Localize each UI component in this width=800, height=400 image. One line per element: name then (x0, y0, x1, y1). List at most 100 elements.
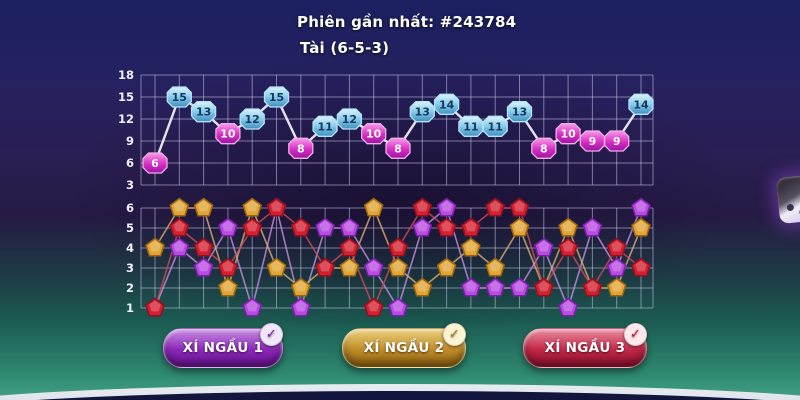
die-value-marker (582, 277, 603, 297)
svg-text:6: 6 (126, 156, 134, 170)
tai-marker: 11 (482, 115, 508, 137)
die-value-marker (339, 257, 360, 277)
tai-marker: 15 (263, 86, 290, 108)
svg-text:5: 5 (126, 221, 134, 235)
tai-marker: 14 (433, 93, 460, 115)
die-value-marker (412, 277, 433, 297)
die-value-marker (582, 217, 603, 237)
die-value-marker (193, 197, 214, 217)
svg-text:11: 11 (317, 120, 332, 133)
svg-text:8: 8 (297, 142, 305, 155)
svg-text:11: 11 (488, 120, 503, 133)
die-value-marker (412, 217, 433, 237)
svg-text:13: 13 (196, 106, 211, 119)
die-value-marker (461, 237, 481, 257)
tai-marker: 15 (166, 86, 192, 108)
tai-marker: 13 (190, 101, 217, 123)
below-table-area (0, 391, 800, 400)
die-value-marker (363, 257, 384, 277)
die-pip (786, 203, 795, 212)
die-value-marker (315, 257, 335, 277)
die-value-marker (606, 277, 627, 297)
svg-text:3: 3 (126, 178, 134, 192)
svg-text:12: 12 (342, 113, 357, 126)
tai-marker: 14 (628, 93, 654, 115)
xi-ngau-1-button[interactable]: XÍ NGẦU 1 ✓ (163, 323, 283, 368)
svg-text:9: 9 (613, 135, 621, 148)
die-value-marker (266, 257, 287, 277)
die-value-marker (558, 297, 578, 317)
svg-text:8: 8 (394, 142, 402, 155)
svg-text:15: 15 (172, 91, 187, 104)
xiu-marker: 6 (142, 152, 168, 174)
die-value-marker (218, 217, 238, 237)
die-value-marker (485, 277, 506, 297)
die-value-marker (436, 217, 457, 237)
svg-text:9: 9 (126, 134, 134, 148)
die-value-marker (193, 257, 214, 277)
die-value-marker (242, 297, 263, 317)
xiu-marker: 10 (215, 123, 241, 145)
check-icon: ✓ (624, 323, 647, 346)
xi-ngau-1-label: XÍ NGẦU 1 (182, 340, 264, 356)
die-value-marker (533, 237, 554, 257)
die-value-marker (509, 197, 530, 217)
svg-text:15: 15 (118, 90, 134, 104)
xi-ngau-3-button[interactable]: XÍ NGẦU 3 ✓ (523, 323, 647, 368)
xiu-marker: 10 (361, 123, 387, 145)
die-value-marker (509, 217, 530, 237)
dice-series-markers (145, 197, 651, 317)
xiu-marker: 9 (579, 130, 606, 152)
die-value-marker (631, 257, 651, 277)
die-value-marker (218, 257, 238, 277)
svg-text:11: 11 (463, 120, 478, 133)
svg-text:6: 6 (126, 201, 134, 215)
die-value-marker (290, 277, 311, 297)
die-value-marker (606, 257, 627, 277)
xiu-marker: 8 (288, 137, 314, 159)
die-value-marker (363, 297, 384, 317)
svg-text:4: 4 (126, 241, 134, 255)
die-value-marker (339, 237, 360, 257)
dice-series-markers (145, 197, 651, 317)
die-value-marker (169, 197, 190, 217)
die-value-marker (606, 237, 627, 257)
die-value-marker (242, 197, 263, 217)
die-value-marker (436, 197, 457, 217)
svg-text:9: 9 (589, 135, 597, 148)
die-value-marker (266, 197, 287, 217)
svg-text:15: 15 (269, 91, 284, 104)
die-value-marker (558, 217, 578, 237)
xi-ngau-2-button[interactable]: XÍ NGẦU 2 ✓ (342, 323, 466, 368)
die-value-marker (145, 297, 165, 317)
die-value-marker (388, 237, 408, 257)
svg-text:10: 10 (220, 128, 236, 141)
svg-text:13: 13 (415, 106, 430, 119)
dice-icon[interactable] (775, 173, 800, 225)
session-result: Tài (6-5-3) (300, 39, 390, 57)
die-value-marker (412, 197, 433, 217)
tai-marker: 13 (409, 101, 435, 123)
die-value-marker (485, 197, 506, 217)
xi-ngau-3-label: XÍ NGẦU 3 (544, 340, 626, 356)
tai-marker: 12 (336, 108, 363, 130)
svg-text:13: 13 (512, 106, 527, 119)
tai-marker: 12 (239, 108, 265, 130)
xiu-marker: 9 (604, 130, 630, 152)
xiu-marker: 8 (531, 137, 557, 159)
die-value-marker (631, 197, 651, 217)
svg-text:18: 18 (118, 68, 134, 82)
axis-labels: 18 15 12 9 6 3 6 5 4 3 2 1 (118, 68, 134, 315)
tai-marker: 11 (458, 115, 484, 137)
die-value-marker (509, 277, 530, 297)
xiu-marker: 10 (555, 123, 581, 145)
die-value-marker (461, 277, 481, 297)
die-value-marker (558, 237, 578, 257)
svg-text:14: 14 (439, 98, 455, 111)
die-value-marker (290, 297, 311, 317)
tai-marker: 11 (312, 115, 338, 137)
die-value-marker (193, 237, 214, 257)
die-value-marker (363, 197, 384, 217)
